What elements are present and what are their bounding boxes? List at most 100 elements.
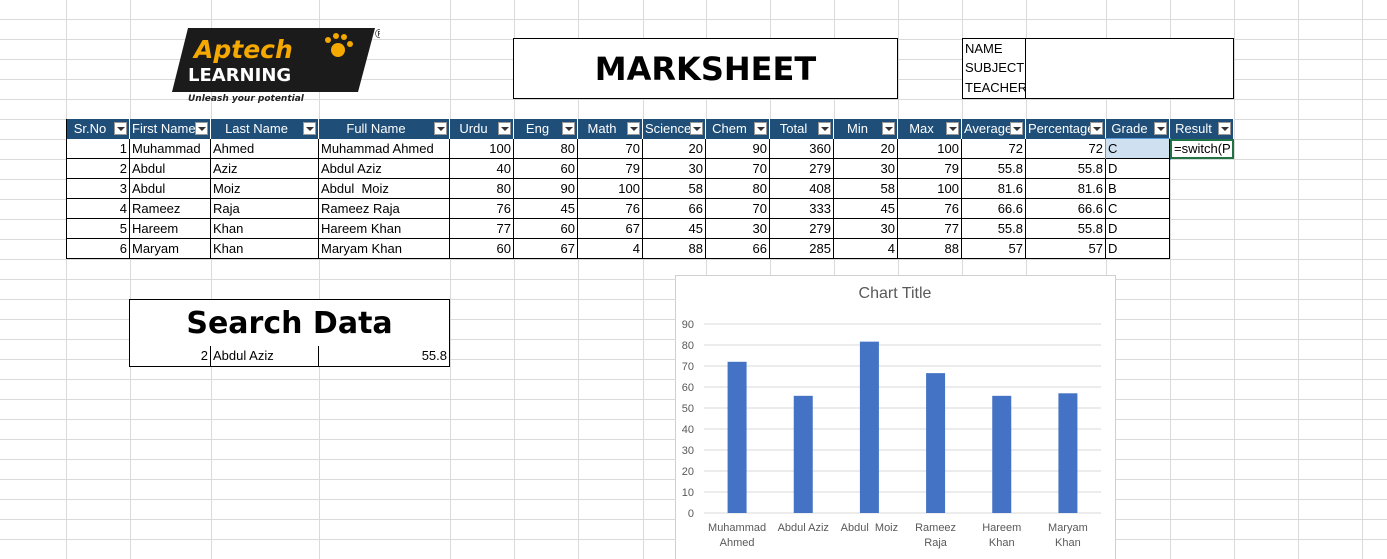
table-cell: 60 [514, 159, 578, 179]
filter-button[interactable] [690, 122, 703, 135]
table-cell: Khan [211, 219, 319, 239]
column-header: Sr.No [66, 119, 130, 140]
table-cell: 55.8 [962, 219, 1026, 239]
grid-row-line [0, 259, 1387, 260]
table-cell: Aziz [211, 159, 319, 179]
logo-sub: LEARNING [188, 65, 291, 86]
info-label: TEACHER [962, 78, 1026, 99]
logo: Aptech LEARNING Unleash your potential ® [170, 26, 385, 116]
logo-brand: Aptech [192, 35, 293, 64]
column-header: Total [770, 119, 834, 140]
table-cell: Abdul [130, 159, 211, 179]
column-header: Percentage [1026, 119, 1106, 140]
table-cell: 5 [66, 219, 130, 239]
bar [926, 373, 946, 513]
table-cell: 79 [898, 159, 962, 179]
table-cell: 6 [66, 239, 130, 259]
table-cell: Abdul Moiz [319, 179, 450, 199]
table-cell: 100 [898, 139, 962, 159]
table-cell: 55.8 [1026, 219, 1106, 239]
column-header: Math [578, 119, 643, 140]
table-cell: Maryam Khan [319, 239, 450, 259]
table-cell: Raja [211, 199, 319, 219]
filter-button[interactable] [498, 122, 511, 135]
column-header: Urdu [450, 119, 514, 140]
table-cell: 30 [834, 159, 898, 179]
table-cell: 66 [643, 199, 706, 219]
table-cell: =switch(P [1170, 139, 1234, 159]
table-cell: 100 [898, 179, 962, 199]
x-tick-label: Abdul Aziz [777, 522, 829, 534]
search-cell: Abdul Aziz [211, 346, 319, 367]
table-cell: Ahmed [211, 139, 319, 159]
table-cell: 72 [1026, 139, 1106, 159]
y-tick-label: 10 [682, 487, 694, 499]
column-header: First Name [130, 119, 211, 140]
table-cell: 55.8 [962, 159, 1026, 179]
filter-button[interactable] [434, 122, 447, 135]
table-cell: 76 [578, 199, 643, 219]
table-cell: C [1106, 199, 1170, 219]
table-cell: 4 [66, 199, 130, 219]
table-cell: 76 [450, 199, 514, 219]
bar [727, 361, 747, 513]
table-cell: 90 [706, 139, 770, 159]
table-cell: Maryam [130, 239, 211, 259]
table-cell: 285 [770, 239, 834, 259]
filter-button[interactable] [562, 122, 575, 135]
filter-button[interactable] [114, 122, 127, 135]
table-cell: 58 [643, 179, 706, 199]
table-cell: 88 [643, 239, 706, 259]
info-label: SUBJECT [962, 58, 1026, 79]
column-header: Result [1170, 119, 1234, 140]
table-cell: 57 [1026, 239, 1106, 259]
column-header: Min [834, 119, 898, 140]
info-value [1026, 78, 1234, 99]
filter-button[interactable] [195, 122, 208, 135]
table-cell: 66.6 [962, 199, 1026, 219]
filter-button[interactable] [882, 122, 895, 135]
filter-button[interactable] [1010, 122, 1023, 135]
filter-button[interactable] [818, 122, 831, 135]
table-cell: Hareem [130, 219, 211, 239]
bar [1058, 393, 1078, 513]
y-tick-label: 60 [682, 382, 694, 394]
y-tick-label: 80 [682, 340, 694, 352]
filter-button[interactable] [627, 122, 640, 135]
x-tick-label: Hareem Khan [982, 522, 1025, 549]
column-header: Last Name [211, 119, 319, 140]
table-cell: Muhammad [130, 139, 211, 159]
table-cell: 45 [514, 199, 578, 219]
table-cell: 100 [578, 179, 643, 199]
table-cell: 333 [770, 199, 834, 219]
chart-area: Chart Title 0 10 20 30 40 50 60 70 80 90 Muhammad… [675, 275, 1116, 559]
bar [859, 341, 879, 513]
table-cell: Hareem Khan [319, 219, 450, 239]
filter-button[interactable] [303, 122, 316, 135]
table-cell: 408 [770, 179, 834, 199]
table-cell: 55.8 [1026, 159, 1106, 179]
x-tick-label: Maryam Khan [1048, 522, 1091, 549]
table-cell: 81.6 [962, 179, 1026, 199]
table-cell: 45 [834, 199, 898, 219]
table-cell: 1 [66, 139, 130, 159]
info-label: NAME [962, 38, 1026, 59]
filter-button[interactable] [1154, 122, 1167, 135]
table-cell: 100 [450, 139, 514, 159]
grid-row-line [0, 19, 1387, 20]
filter-button[interactable] [1218, 122, 1231, 135]
filter-button[interactable] [1090, 122, 1103, 135]
table-cell: Moiz [211, 179, 319, 199]
table-cell: 90 [514, 179, 578, 199]
table-cell: B [1106, 179, 1170, 199]
filter-button[interactable] [754, 122, 767, 135]
table-cell: D [1106, 239, 1170, 259]
filter-button[interactable] [946, 122, 959, 135]
table-cell: 4 [834, 239, 898, 259]
table-cell: 30 [643, 159, 706, 179]
y-tick-label: 70 [682, 361, 694, 373]
logo-mark: ® [375, 26, 380, 41]
table-cell: 66 [706, 239, 770, 259]
table-cell: 40 [450, 159, 514, 179]
